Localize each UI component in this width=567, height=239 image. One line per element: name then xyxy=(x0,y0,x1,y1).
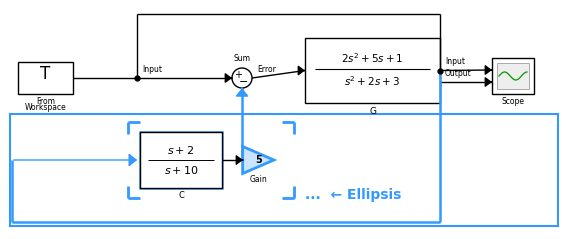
Text: $s + 10$: $s + 10$ xyxy=(163,164,198,176)
Bar xyxy=(18,62,73,94)
Bar xyxy=(140,132,222,188)
Bar xyxy=(497,63,529,89)
Text: Input: Input xyxy=(445,57,465,66)
Text: Output: Output xyxy=(445,69,472,78)
Bar xyxy=(10,114,558,226)
Text: +: + xyxy=(235,70,243,80)
Text: G: G xyxy=(369,107,376,115)
Text: Error: Error xyxy=(257,65,276,74)
Polygon shape xyxy=(243,147,273,173)
Text: Sum: Sum xyxy=(234,54,251,63)
Text: Scope: Scope xyxy=(501,98,524,107)
Text: Input: Input xyxy=(142,65,163,74)
Bar xyxy=(140,132,222,188)
Circle shape xyxy=(232,68,252,88)
Text: 5: 5 xyxy=(256,155,263,165)
Bar xyxy=(305,38,440,103)
Text: C: C xyxy=(178,190,184,200)
Bar xyxy=(492,58,534,94)
Text: ...  ← Ellipsis: ... ← Ellipsis xyxy=(305,188,401,202)
Polygon shape xyxy=(243,147,273,173)
Text: Gain: Gain xyxy=(249,175,267,185)
Text: $s^2 + 2s + 3$: $s^2 + 2s + 3$ xyxy=(345,75,400,88)
Text: Workspace: Workspace xyxy=(24,103,66,113)
Text: $2s^2 + 5s + 1$: $2s^2 + 5s + 1$ xyxy=(341,52,404,65)
Text: T: T xyxy=(40,65,50,83)
Text: $s + 2$: $s + 2$ xyxy=(167,144,194,156)
Text: −: − xyxy=(239,76,249,87)
Text: From: From xyxy=(36,97,55,105)
